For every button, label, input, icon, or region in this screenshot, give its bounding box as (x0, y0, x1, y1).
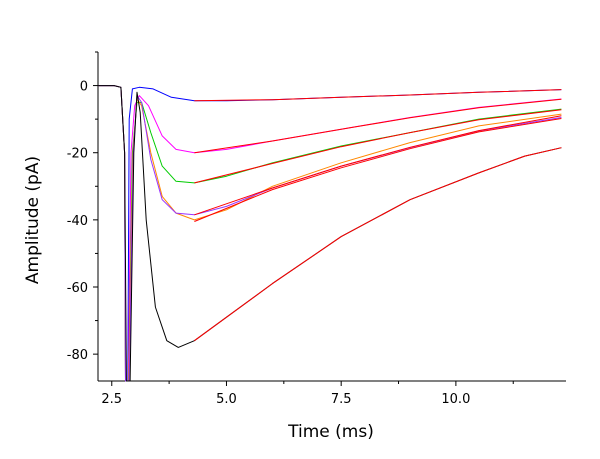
y-tick-label: -40 (67, 214, 88, 229)
series-line (194, 147, 562, 342)
x-axis-title: Time (ms) (287, 422, 374, 442)
x-tick-label: 7.5 (331, 392, 352, 407)
x-tick-label: 10.0 (441, 392, 470, 407)
series-line (194, 89, 562, 102)
x-tick-label: 5.0 (216, 392, 237, 407)
series-line (194, 98, 562, 154)
series-line (194, 115, 562, 216)
axes: 2.5 5.0 7.5 10.0 0 -20 -40 -60 -80 (67, 51, 566, 407)
series-line (194, 109, 562, 184)
y-tick-label: -60 (67, 281, 88, 296)
y-tick-label: 0 (80, 80, 88, 95)
y-tick-label: -20 (67, 147, 88, 162)
y-axis-title: Amplitude (pA) (23, 156, 43, 284)
x-tick-label: 2.5 (101, 392, 122, 407)
y-tick-label: -80 (67, 348, 88, 363)
series-line (194, 118, 562, 222)
series-lines (98, 85, 562, 382)
